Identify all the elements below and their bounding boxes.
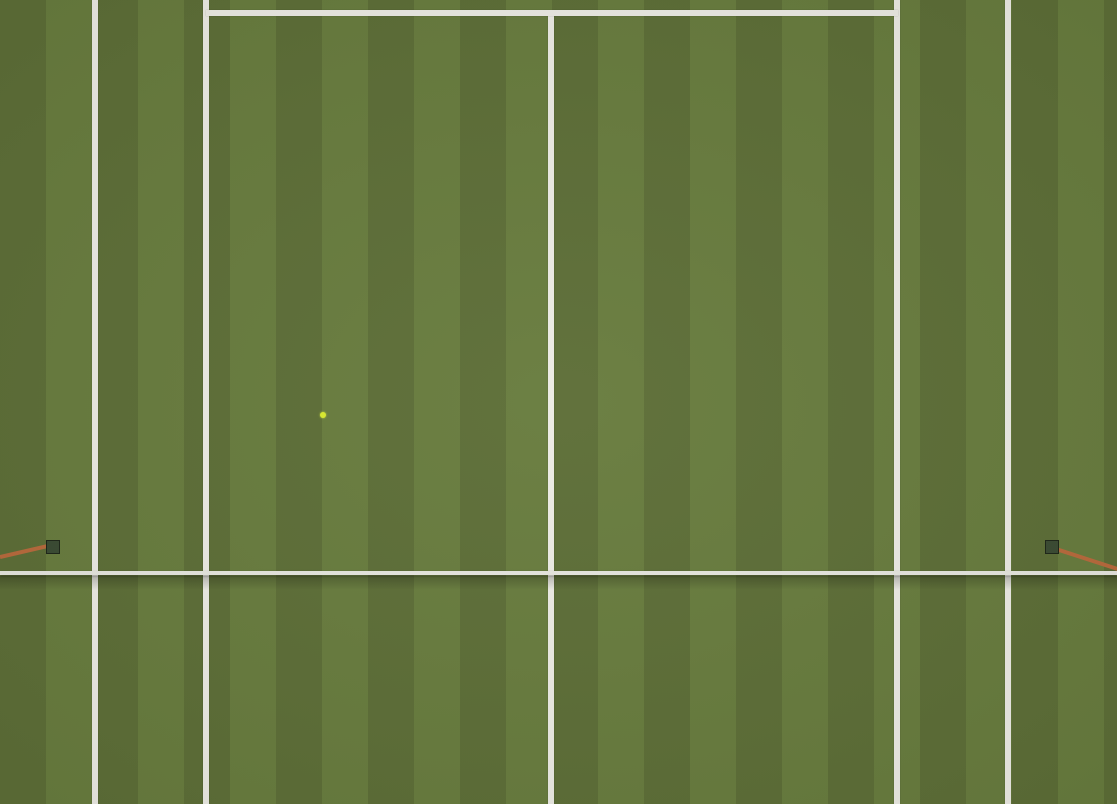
- left-doubles-sideline: [92, 0, 98, 804]
- net: [0, 571, 1117, 575]
- right-net-post: [1045, 540, 1059, 554]
- right-net-cord: [1055, 547, 1117, 573]
- left-net-post: [46, 540, 60, 554]
- service-line: [206, 10, 898, 16]
- right-singles-sideline: [894, 0, 900, 804]
- tennis-ball: [320, 412, 326, 418]
- right-doubles-sideline: [1005, 0, 1011, 804]
- center-service-line: [548, 14, 554, 804]
- left-net-cord: [0, 543, 52, 559]
- net-shadow: [0, 576, 1117, 590]
- left-singles-sideline: [203, 0, 209, 804]
